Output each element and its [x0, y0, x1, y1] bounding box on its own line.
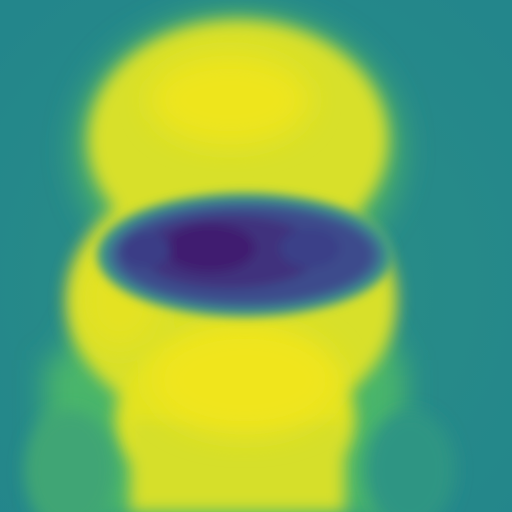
neck-sides [25, 410, 455, 512]
goggles [97, 193, 393, 317]
